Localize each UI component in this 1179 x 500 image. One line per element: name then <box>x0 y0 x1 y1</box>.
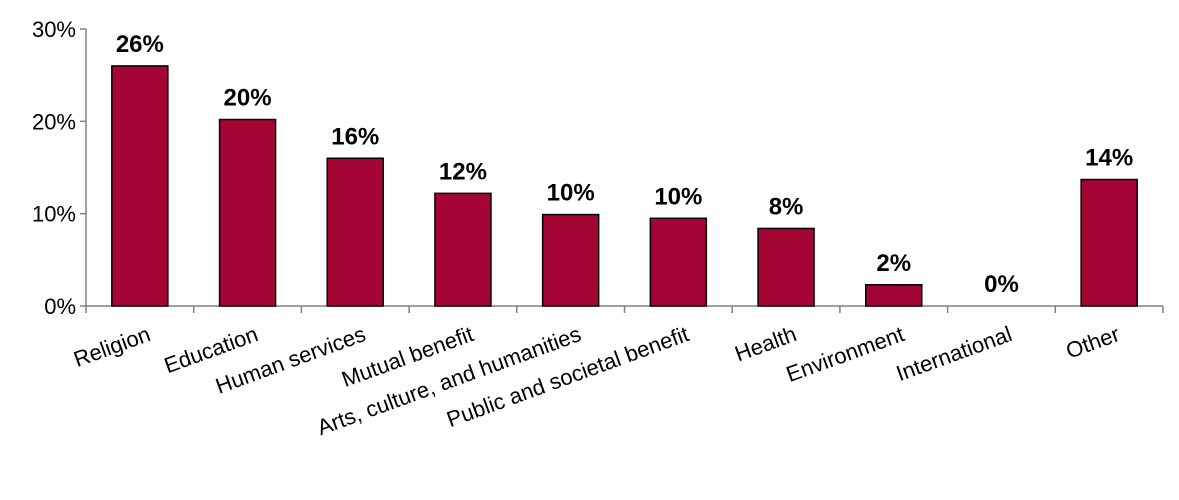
bar <box>757 227 815 307</box>
bars <box>111 65 1138 307</box>
data-label: 2% <box>876 250 911 277</box>
data-label: 10% <box>654 183 702 210</box>
bar <box>865 284 923 307</box>
category-label: International <box>893 321 1015 386</box>
data-label: 26% <box>116 31 164 58</box>
y-tick-label: 20% <box>32 109 76 134</box>
bar <box>1080 178 1138 307</box>
bar <box>111 65 169 307</box>
data-label: 10% <box>547 180 595 207</box>
bar <box>218 118 277 307</box>
data-label: 14% <box>1085 145 1133 172</box>
bar <box>434 192 492 307</box>
category-label: Health <box>731 321 799 366</box>
y-tick-label: 0% <box>44 294 76 319</box>
bar <box>541 213 600 307</box>
data-label: 16% <box>331 123 379 150</box>
bar <box>649 217 708 307</box>
y-tick-label: 30% <box>32 17 76 42</box>
data-label: 8% <box>769 193 804 220</box>
y-tick-label: 10% <box>32 202 76 227</box>
category-label: Other <box>1063 321 1123 363</box>
data-label: 12% <box>439 158 487 185</box>
category-label: Environment <box>783 321 908 387</box>
data-label: 20% <box>224 84 272 111</box>
data-label: 0% <box>984 271 1019 298</box>
category-label: Religion <box>70 321 153 372</box>
bar <box>326 157 384 307</box>
